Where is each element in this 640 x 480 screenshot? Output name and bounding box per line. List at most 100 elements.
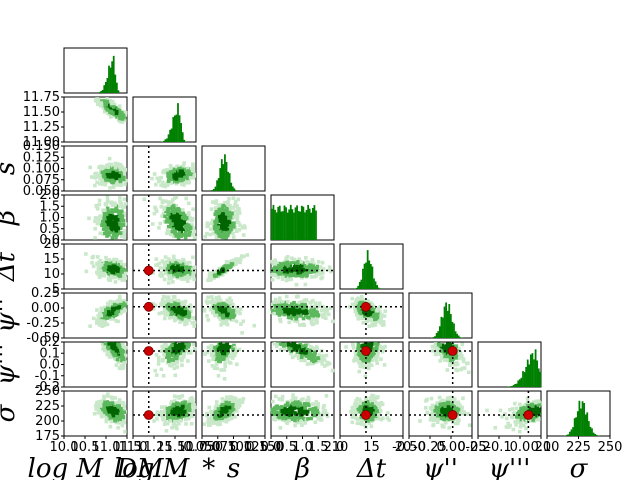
contour-cell	[168, 362, 172, 367]
contour-cell	[192, 229, 197, 234]
contour-cell	[95, 180, 99, 185]
contour-cell	[121, 218, 126, 223]
contour-cell	[174, 270, 178, 274]
contour-cell	[102, 180, 107, 185]
contour-cell	[110, 302, 115, 307]
hist-bar	[304, 212, 306, 240]
contour-cell	[105, 171, 110, 176]
y-tick-label: 0.1	[39, 346, 60, 361]
contour-cell	[116, 173, 121, 178]
contour-cell	[171, 198, 175, 202]
contour-cell	[369, 307, 374, 312]
contour-cell	[123, 271, 128, 276]
contour-cell	[224, 264, 229, 269]
contour-cell	[324, 309, 328, 314]
contour-cell	[284, 278, 289, 283]
contour-cell	[227, 220, 232, 225]
contour-cell	[438, 359, 442, 363]
contour-cell	[109, 210, 113, 214]
contour-cell	[172, 342, 176, 347]
contour-cell	[273, 297, 278, 302]
contour-cell	[436, 347, 441, 352]
hist-bar	[442, 317, 444, 338]
contour-cell	[97, 202, 102, 207]
contour-cell	[122, 211, 126, 215]
contour-cell	[120, 120, 125, 124]
contour-cell	[173, 317, 178, 321]
contour-cell	[112, 351, 117, 356]
contour-cell	[299, 355, 304, 360]
contour-cell	[114, 215, 119, 219]
contour-cell	[178, 177, 182, 182]
contour-cell	[301, 266, 305, 270]
contour-cell	[233, 351, 237, 356]
hist-bar	[443, 306, 446, 338]
contour-cell	[301, 316, 306, 321]
contour-cell	[278, 317, 282, 322]
contour-cell	[109, 262, 113, 266]
contour-cell	[210, 303, 215, 308]
contour-cell	[218, 298, 223, 303]
contour-cell	[303, 351, 308, 355]
contour-cell	[170, 222, 174, 226]
contour-cell	[99, 216, 104, 220]
contour-cell	[309, 313, 314, 317]
contour-cell	[292, 257, 297, 262]
hist-bar	[166, 138, 168, 142]
hist-bar	[358, 281, 361, 289]
contour-cell	[108, 230, 112, 235]
contour-cell	[104, 106, 108, 110]
contour-cell	[116, 164, 120, 169]
contour-cell	[227, 301, 231, 305]
contour-cell	[222, 233, 227, 237]
contour-cell	[205, 350, 210, 355]
contour-cell	[116, 226, 121, 231]
contour-cell	[175, 214, 180, 219]
contour-cell	[111, 185, 116, 190]
contour-cell	[186, 233, 190, 237]
contour-cell	[295, 344, 299, 349]
contour-cell	[367, 364, 371, 369]
contour-cell	[106, 165, 110, 169]
contour-cell	[229, 299, 234, 303]
contour-cell	[465, 361, 469, 366]
contour-cell	[123, 110, 127, 115]
contour-cell	[183, 270, 188, 275]
contour-cell	[122, 231, 126, 236]
contour-cell	[168, 304, 172, 308]
contour-cell	[286, 276, 291, 281]
hist-bar	[106, 78, 109, 93]
contour-cell	[120, 117, 125, 121]
contour-cell	[179, 234, 183, 238]
contour-cell	[101, 319, 106, 324]
contour-cell	[234, 229, 239, 234]
contour-cell	[104, 261, 109, 265]
contour-cell	[117, 294, 122, 299]
contour-cell	[283, 303, 287, 308]
contour-cell	[377, 310, 382, 314]
contour-cell	[185, 166, 190, 171]
contour-cell	[178, 173, 182, 178]
contour-cell	[226, 260, 231, 265]
contour-cell	[305, 271, 309, 275]
contour-cell	[120, 309, 124, 314]
hist-bar	[181, 132, 184, 142]
contour-cell	[347, 305, 352, 309]
contour-cell	[100, 342, 105, 347]
contour-cell	[208, 232, 213, 237]
y-tick-label: 1.5	[39, 199, 60, 214]
contour-cell	[168, 174, 173, 178]
contour-cell	[314, 266, 319, 271]
contour-cell	[188, 270, 192, 274]
contour-cell	[115, 171, 119, 176]
contour-cell	[350, 302, 355, 307]
contour-cell	[296, 294, 300, 299]
contour-cell	[224, 218, 229, 223]
contour-cell	[297, 260, 301, 264]
contour-cell	[182, 220, 186, 224]
contour-cell	[203, 352, 207, 356]
contour-cell	[170, 311, 174, 316]
contour-cell	[282, 347, 287, 352]
contour-cell	[360, 345, 365, 350]
contour-cell	[98, 311, 102, 316]
